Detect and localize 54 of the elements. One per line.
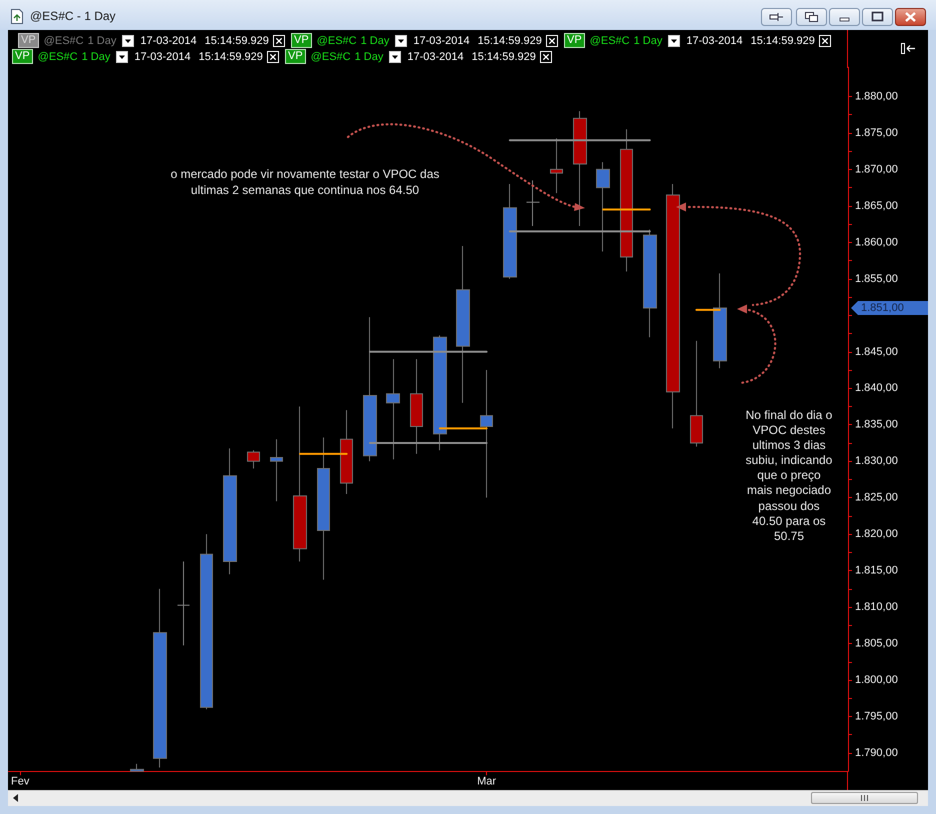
chart-title: @ES#C - 1 Day [30,9,116,23]
candlestick [713,272,727,369]
y-tick-label: 1.880,00 [855,90,898,102]
y-tick-label: 1.805,00 [855,638,898,650]
y-tick-label: 1.855,00 [855,272,898,285]
candlestick [293,406,307,562]
y-tick-label: 1.810,00 [855,601,898,614]
text: VP @ES#C 1 Day 17-03-2014 15:14:59.929 [567,34,815,46]
candlestick [480,370,493,498]
candlestick [317,436,330,580]
y-tick-label: 1.800,00 [855,674,898,686]
candlestick [153,588,167,768]
candlestick [363,316,377,462]
candlestick [596,162,610,252]
candlestick [270,438,283,502]
text: VP @ES#C 1 Day 17-03-2014 15:14:59.929 [288,50,536,62]
candlestick [503,184,517,280]
y-tick-label: 1.845,00 [855,346,898,358]
candlestick [130,763,144,772]
annotation: o mercado pode vir novamente testar o VPOC das ultimas 2 semanas que continua nos 64.50 [170,166,440,198]
candlestick [643,229,657,338]
candlestick [223,448,237,575]
candlestick [526,180,540,226]
candlestick [573,110,587,226]
y-tick-label: 1.870,00 [855,163,898,176]
candlestick [340,410,353,495]
candlestick [550,138,563,194]
text: No final do dia o VPOC destes ultimos 3 dias subiu, indicando que o preço mais negociado passou dos 40.50 para os 50.75 [746,408,832,543]
text: VP @ES#C 1 Day 17-03-2014 15:14:59.929 [294,34,542,46]
y-tick-label: 1.875,00 [855,126,898,139]
x-tick-label: Fev [10,776,30,788]
y-tick-label: 1.815,00 [855,564,898,577]
y-tick-label: 1.790,00 [855,746,898,759]
text: VP @ES#C 1 Day 17-03-2014 15:14:59.929 [21,34,269,46]
y-tick-label: 1.820,00 [855,528,898,540]
y-tick-label: 1.840,00 [855,382,898,394]
y-tick-label: 1.860,00 [855,236,898,248]
candlestick [620,128,633,272]
y-tick-label: 1.830,00 [855,455,898,468]
candlestick [386,358,400,460]
candlestick [410,358,423,454]
text: VP @ES#C 1 Day 17-03-2014 15:14:59.929 [15,50,263,62]
y-tick-label: 1.835,00 [855,418,898,431]
y-tick-label: 1.825,00 [855,492,898,504]
y-tick-label: 1.865,00 [855,200,898,212]
candlestick [177,560,190,646]
candlestick [456,246,470,404]
y-tick-label: 1.795,00 [855,710,898,722]
candlestick [247,450,260,469]
text: 1.851,00 [851,301,928,315]
candlestick [690,340,703,448]
candlestick [433,334,447,451]
candlestick [200,534,213,710]
x-tick-label: Mar [477,776,496,788]
